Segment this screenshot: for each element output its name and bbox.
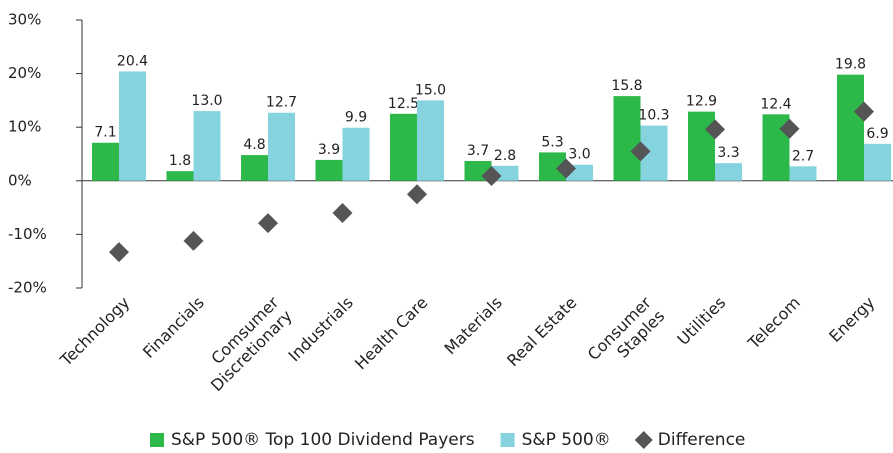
y-tick-label: 10% bbox=[8, 118, 41, 136]
bar bbox=[417, 100, 444, 181]
label-line: Energy bbox=[825, 293, 878, 346]
x-tick-label: Technology bbox=[55, 293, 133, 371]
label-line: Industrials bbox=[284, 293, 356, 365]
value-label: 1.8 bbox=[169, 153, 191, 169]
bar bbox=[119, 71, 146, 181]
bar bbox=[268, 112, 295, 181]
value-label: 3.0 bbox=[568, 147, 590, 163]
value-label: 5.3 bbox=[541, 134, 563, 150]
y-tick-label: -10% bbox=[8, 225, 47, 243]
legend-label: S&P 500® Top 100 Dividend Payers bbox=[171, 430, 475, 450]
x-tick-label: Health Care bbox=[351, 293, 431, 373]
value-label: 12.9 bbox=[686, 94, 717, 110]
x-tick-label: Industrials bbox=[284, 293, 356, 365]
bar bbox=[92, 142, 119, 181]
label-line: Utilities bbox=[673, 293, 729, 349]
value-label: 3.7 bbox=[467, 143, 489, 159]
x-tick-label: Materials bbox=[440, 293, 505, 358]
legend-swatch bbox=[634, 431, 653, 449]
diamond-marker bbox=[109, 242, 129, 263]
value-label: 20.4 bbox=[117, 53, 148, 69]
value-label: 12.4 bbox=[760, 96, 791, 112]
diamond-marker bbox=[258, 213, 278, 234]
value-label: 12.5 bbox=[388, 96, 419, 112]
bar bbox=[342, 127, 370, 181]
value-label: 4.8 bbox=[243, 137, 265, 153]
diamond-marker bbox=[183, 230, 204, 251]
value-label: 6.9 bbox=[866, 126, 888, 142]
diamond-marker bbox=[407, 184, 427, 205]
bar bbox=[864, 143, 891, 181]
value-label: 7.1 bbox=[94, 125, 116, 141]
legend-label: Difference bbox=[658, 430, 746, 450]
value-label: 2.7 bbox=[792, 148, 814, 164]
bar bbox=[166, 171, 194, 181]
diamond-marker bbox=[705, 119, 725, 140]
diamond-marker bbox=[630, 141, 651, 162]
legend-label: S&P 500® bbox=[522, 430, 611, 450]
bar bbox=[315, 159, 343, 181]
legend-swatch bbox=[500, 433, 515, 447]
label-line: Real Estate bbox=[503, 293, 580, 370]
value-label: 2.8 bbox=[494, 148, 516, 164]
bar bbox=[390, 113, 417, 181]
bar bbox=[789, 166, 817, 181]
label-line: Materials bbox=[440, 293, 505, 358]
bar bbox=[613, 96, 641, 181]
bar bbox=[241, 155, 268, 181]
value-label: 10.3 bbox=[638, 108, 669, 124]
x-tick-label: ConsumerStaples bbox=[583, 292, 668, 377]
x-tick-label: Real Estate bbox=[503, 293, 580, 370]
diamond-marker bbox=[854, 101, 874, 122]
value-label: 3.3 bbox=[717, 145, 739, 161]
diamond-marker bbox=[332, 202, 353, 223]
x-tick-label: Financials bbox=[139, 293, 208, 362]
bar bbox=[715, 163, 742, 181]
label-line: Telecom bbox=[743, 293, 803, 353]
x-tick-label: Utilities bbox=[673, 293, 729, 349]
diamond-marker bbox=[556, 158, 576, 179]
x-tick-label: Energy bbox=[825, 293, 878, 346]
value-label: 15.8 bbox=[611, 78, 642, 94]
y-tick-label: 30% bbox=[8, 11, 41, 29]
y-tick-label: -20% bbox=[8, 279, 47, 297]
label-line: Health Care bbox=[351, 293, 431, 373]
value-label: 9.9 bbox=[345, 110, 367, 126]
x-tick-label: ComsumerDiscretionary bbox=[193, 292, 295, 394]
y-tick-label: 20% bbox=[8, 64, 41, 82]
legend-swatch bbox=[150, 433, 164, 447]
x-tick-label: Telecom bbox=[743, 293, 803, 353]
diamond-marker bbox=[779, 118, 800, 139]
label-line: Technology bbox=[55, 293, 133, 371]
value-label: 13.0 bbox=[191, 93, 222, 109]
value-label: 3.9 bbox=[318, 142, 340, 158]
value-label: 12.7 bbox=[266, 95, 297, 111]
label-line: Financials bbox=[139, 293, 208, 362]
value-label: 15.0 bbox=[415, 82, 446, 98]
value-label: 19.8 bbox=[835, 57, 866, 73]
bar bbox=[193, 111, 221, 181]
bar bbox=[837, 74, 864, 181]
diamond-marker bbox=[481, 165, 502, 186]
y-tick-label: 0% bbox=[8, 171, 32, 189]
bar bbox=[688, 111, 715, 181]
